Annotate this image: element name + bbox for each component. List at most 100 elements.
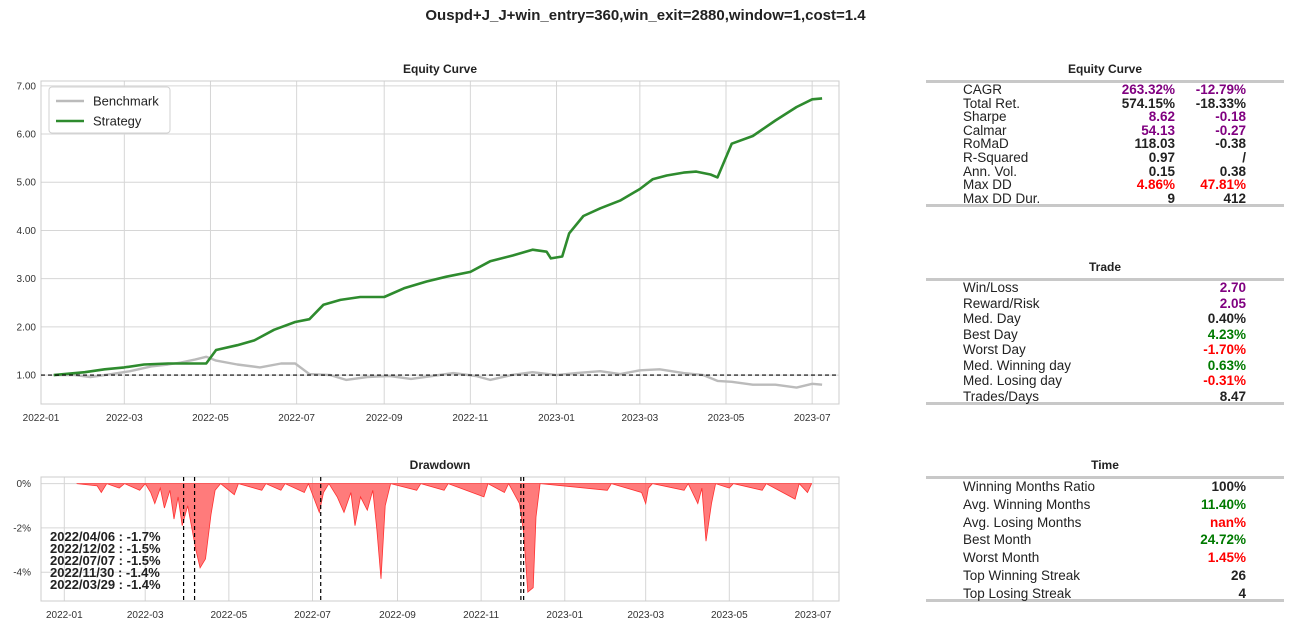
y-tick-label: -4%: [13, 568, 31, 579]
y-tick-label: 3.00: [17, 274, 37, 285]
stat-value: 8.47: [1219, 388, 1246, 404]
time-stats-table: Time Winning Months Ratio 100% Avg. Winnin…: [926, 458, 1284, 608]
drawdown-area: [76, 482, 813, 593]
stat-value-strategy: 118.03: [1134, 136, 1175, 152]
stat-value-benchmark: -0.18: [1215, 109, 1246, 125]
stat-label: Sharpe: [963, 109, 1007, 125]
top-drawdown-label: 2022/04/06 : -1.7%: [50, 529, 161, 544]
stat-value: 11.40%: [1200, 496, 1246, 512]
stat-label: RoMaD: [963, 136, 1009, 152]
equity-stats-table: Equity Curve CAGR 263.32% -12.79% Total Ret…: [926, 62, 1284, 212]
stat-value-strategy: 4.86%: [1136, 177, 1175, 193]
stat-value-benchmark: -12.79%: [1195, 82, 1246, 97]
x-tick-label: 2022-11: [463, 610, 499, 621]
x-tick-label: 2022-05: [192, 413, 229, 424]
plot-frame: [40, 80, 840, 405]
stat-label: Best Day: [963, 326, 1018, 342]
time-stats-title: Time: [1091, 458, 1119, 472]
stat-value: 26: [1230, 568, 1246, 583]
table-bottom-rule: [926, 599, 1284, 602]
stat-value-benchmark: 412: [1223, 190, 1246, 206]
x-tick-label: 2023-07: [795, 610, 832, 621]
x-tick-label: 2022-03: [127, 610, 164, 621]
stat-label: Avg. Losing Months: [963, 514, 1082, 530]
figure-title: Ouspd+J_J+win_entry=360,win_exit=2880,wi…: [425, 7, 866, 24]
x-tick-label: 2023-01: [546, 610, 583, 621]
equity-stats-title: Equity Curve: [1067, 62, 1142, 76]
stat-value-strategy: 574.15%: [1121, 95, 1175, 111]
stat-label: Med. Losing day: [963, 373, 1063, 388]
x-tick-label: 2022-07: [278, 413, 315, 424]
x-tick-label: 2022-07: [294, 610, 331, 621]
stat-value: 2.05: [1219, 295, 1246, 311]
table-top-rule: [926, 80, 1284, 83]
table-top-rule: [926, 476, 1284, 479]
trade-stats-title: Trade: [1088, 260, 1121, 274]
stat-label: Worst Month: [963, 550, 1040, 566]
top-drawdown-label: 2022/12/02 : -1.5%: [50, 541, 161, 556]
x-tick-label: 2023-01: [538, 413, 575, 424]
stat-value-benchmark: -18.33%: [1195, 95, 1246, 111]
stat-label: Trades/Days: [963, 388, 1040, 404]
top-drawdown-label: 2022/07/07 : -1.5%: [50, 553, 161, 568]
stat-value: 2.70: [1219, 280, 1246, 295]
stat-label: CAGR: [963, 82, 1003, 97]
stat-label: Med. Day: [963, 311, 1021, 326]
table-bottom-rule: [926, 402, 1284, 405]
stat-value-strategy: 8.62: [1148, 109, 1175, 125]
stat-label: Max DD: [963, 177, 1012, 193]
x-tick-label: 2022-09: [366, 413, 403, 424]
stat-value: 24.72%: [1200, 532, 1246, 548]
y-tick-label: 2.00: [17, 322, 37, 333]
x-tick-label: 2023-03: [627, 610, 664, 621]
stat-label: Avg. Winning Months: [963, 496, 1091, 512]
benchmark-line: [53, 355, 823, 389]
top-drawdown-label: 2022/03/29 : -1.4%: [50, 577, 161, 592]
x-tick-label: 2022-05: [210, 610, 247, 621]
legend-label: Benchmark: [93, 94, 159, 109]
y-tick-label: 0%: [17, 479, 32, 490]
stat-label: Reward/Risk: [963, 295, 1040, 311]
stat-value: 4: [1238, 585, 1246, 601]
legend-label: Strategy: [93, 114, 142, 129]
stat-label: R-Squared: [963, 150, 1029, 165]
drawdown-chart-title: Drawdown: [409, 458, 471, 472]
y-tick-label: 5.00: [17, 178, 37, 189]
table-top-rule: [926, 278, 1284, 281]
stat-value: 0.63%: [1207, 357, 1246, 373]
plot-frame: [40, 476, 840, 602]
x-tick-label: 2022-01: [46, 610, 83, 621]
stat-value-strategy: 263.32%: [1121, 82, 1175, 97]
trade-stats-table: Trade Win/Loss 2.70 Reward/Risk 2.05 Med. Da…: [926, 260, 1284, 410]
x-tick-label: 2023-07: [794, 413, 831, 424]
stat-value-benchmark: 47.81%: [1200, 177, 1246, 193]
stat-value-strategy: 54.13: [1141, 122, 1175, 138]
y-tick-label: -2%: [13, 523, 31, 534]
table-bottom-rule: [926, 204, 1284, 207]
stat-label: Med. Winning day: [963, 357, 1072, 373]
stat-value: -1.70%: [1203, 342, 1246, 357]
stat-value: 4.23%: [1207, 326, 1246, 342]
stat-label: Winning Months Ratio: [963, 479, 1096, 494]
stat-label: Top Losing Streak: [963, 585, 1072, 601]
y-tick-label: 6.00: [17, 130, 37, 141]
stat-value: nan%: [1209, 514, 1246, 530]
stat-label: Ann. Vol.: [963, 163, 1018, 179]
strategy-line: [53, 97, 823, 377]
x-tick-label: 2023-05: [708, 413, 745, 424]
stat-value-strategy: 0.15: [1148, 163, 1175, 179]
stat-label: Win/Loss: [963, 280, 1019, 295]
y-tick-label: 4.00: [17, 226, 37, 237]
top-drawdown-label: 2022/11/30 : -1.4%: [50, 565, 160, 580]
stat-value-benchmark: 0.38: [1219, 163, 1246, 179]
stat-value-strategy: 0.97: [1148, 150, 1175, 165]
x-tick-label: 2022-03: [106, 413, 143, 424]
stat-label: Top Winning Streak: [963, 568, 1081, 583]
stat-value-benchmark: /: [1242, 150, 1246, 165]
stat-label: Best Month: [963, 532, 1032, 548]
stat-value-benchmark: -0.27: [1215, 122, 1246, 138]
stat-label: Worst Day: [963, 342, 1026, 357]
x-tick-label: 2022-11: [452, 413, 488, 424]
stat-value: 100%: [1211, 479, 1246, 494]
